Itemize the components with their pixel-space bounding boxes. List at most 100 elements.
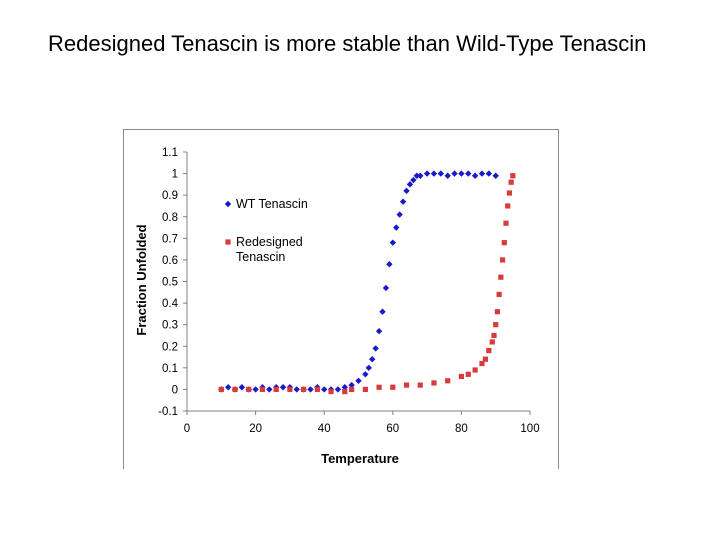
x-tick-label: 60 [386, 423, 399, 435]
data-point [252, 386, 259, 393]
x-tick-label: 40 [318, 423, 331, 435]
y-tick-label: 0.3 [162, 320, 178, 332]
data-point [365, 364, 372, 372]
y-tick-label: 0.2 [162, 341, 178, 353]
y-tick-label: -0.1 [158, 406, 178, 418]
data-point [430, 170, 438, 177]
data-point [417, 172, 424, 179]
data-point [266, 386, 273, 393]
data-point [444, 172, 451, 179]
data-point [259, 386, 266, 393]
data-point [498, 274, 504, 280]
y-tick-label: 0 [172, 384, 178, 396]
data-point [489, 339, 495, 345]
data-point [287, 386, 293, 393]
data-point [355, 377, 362, 384]
data-point [379, 308, 386, 315]
data-point [321, 386, 328, 393]
data-point [410, 176, 417, 184]
data-point [390, 384, 396, 390]
data-point [458, 170, 465, 177]
data-point [403, 382, 410, 388]
data-point [396, 211, 403, 218]
data-point [486, 347, 492, 354]
data-point [458, 373, 464, 380]
data-point [499, 257, 506, 263]
y-tick-label: 1 [172, 169, 178, 181]
data-point [393, 224, 400, 231]
legend-marker [225, 239, 231, 245]
data-point [423, 170, 431, 177]
data-point [399, 198, 407, 205]
y-tick-label: 0.5 [162, 277, 178, 289]
data-point [273, 386, 279, 393]
axes-group [186, 152, 530, 412]
y-tick-label: 1.1 [162, 147, 178, 159]
y-tick-label: 0.1 [162, 363, 178, 375]
x-tick-label: 100 [520, 423, 539, 435]
data-point [238, 384, 246, 391]
data-point [491, 332, 497, 339]
data-point [492, 172, 499, 179]
x-tick-label: 20 [249, 423, 262, 435]
data-point [501, 240, 507, 246]
legend-marker [224, 200, 232, 208]
y-tick-label: 0.4 [162, 298, 179, 310]
data-point [328, 388, 334, 395]
data-point [506, 190, 513, 196]
data-point [478, 170, 486, 177]
data-point [508, 179, 514, 185]
data-point [445, 378, 451, 384]
data-point [246, 386, 252, 393]
x-axis-title: Temperature [321, 451, 399, 466]
data-point [372, 345, 379, 352]
data-point [382, 284, 390, 292]
y-tick-label: 0.7 [162, 233, 178, 245]
data-point [369, 356, 376, 363]
data-point [493, 322, 499, 328]
data-point [505, 203, 511, 209]
data-point [479, 360, 485, 367]
slide-title: Redesigned Tenascin is more stable than … [48, 31, 647, 56]
data-point [224, 384, 232, 391]
legend-label: WT Tenascin [236, 197, 308, 211]
y-tick-label: 0.9 [162, 190, 178, 202]
data-point [307, 386, 314, 393]
series-redesigned-tenascin [218, 173, 516, 395]
data-point [471, 172, 479, 179]
data-point [314, 386, 320, 393]
data-point [465, 371, 471, 377]
data-point [349, 386, 355, 393]
scatter-chart: -0.1 0 0.1 0.2 0.3 0.4 0.5 0.6 0.7 0.8 0.9 1 1.1 0 20 4… [134, 147, 540, 466]
data-point [406, 181, 414, 188]
data-point [232, 386, 238, 393]
data-point [362, 386, 368, 393]
data-point [485, 170, 493, 177]
data-point [482, 356, 489, 362]
data-point [403, 187, 410, 195]
data-point [342, 388, 348, 395]
data-point [293, 386, 300, 393]
data-point [503, 220, 509, 226]
data-point [279, 384, 287, 391]
data-point [451, 170, 458, 177]
series-layer [218, 170, 516, 395]
legend: WT Tenascin Redesigned Tenascin [224, 197, 308, 264]
data-point [376, 384, 382, 390]
data-point [496, 291, 502, 298]
data-point [386, 261, 393, 268]
chart-frame: -0.1 0 0.1 0.2 0.3 0.4 0.5 0.6 0.7 0.8 0.9 1 1.1 0 20 4… [123, 129, 559, 469]
x-tick-label: 80 [455, 423, 468, 435]
data-point [417, 382, 423, 388]
y-axis-title: Fraction Unfolded [134, 224, 149, 335]
data-point [437, 170, 445, 177]
data-point [472, 367, 478, 373]
x-tick-label: 0 [184, 423, 190, 435]
data-point [301, 386, 307, 393]
data-point [334, 386, 342, 393]
y-tick-label: 0.8 [162, 212, 178, 224]
data-point [431, 380, 437, 386]
data-point [465, 170, 472, 177]
data-point [510, 173, 516, 179]
data-point [375, 327, 383, 335]
